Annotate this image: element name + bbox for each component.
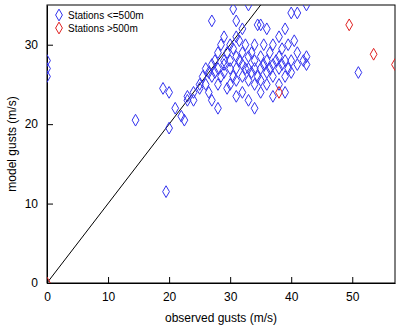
tick: 20 bbox=[25, 117, 53, 131]
point bbox=[221, 31, 228, 43]
point bbox=[132, 114, 139, 126]
tick-mark bbox=[169, 277, 170, 283]
point bbox=[242, 39, 249, 51]
chart: 010203040500102030Stations <=500mStation… bbox=[0, 0, 412, 332]
point bbox=[181, 114, 188, 126]
y-axis: 0 10 20 30 bbox=[25, 6, 53, 291]
point bbox=[245, 94, 252, 106]
tick-label: 0 bbox=[44, 290, 51, 304]
point bbox=[47, 277, 50, 283]
tick: 50 bbox=[346, 277, 360, 304]
point bbox=[269, 71, 276, 83]
point bbox=[172, 102, 179, 114]
point bbox=[392, 59, 395, 71]
point bbox=[346, 19, 353, 31]
tick-label: 10 bbox=[102, 290, 116, 304]
series bbox=[47, 19, 395, 283]
point bbox=[291, 35, 298, 47]
point bbox=[282, 23, 289, 35]
point bbox=[245, 5, 252, 11]
tick-mark bbox=[230, 277, 231, 283]
plot-frame bbox=[47, 5, 395, 283]
x-axis-title: observed gusts (m/s) bbox=[165, 311, 277, 325]
point bbox=[166, 122, 173, 134]
tick-mark bbox=[108, 277, 109, 283]
point bbox=[257, 86, 264, 98]
point bbox=[303, 59, 310, 71]
tick-label: 10 bbox=[25, 197, 39, 211]
point bbox=[260, 39, 267, 51]
tick: 20 bbox=[163, 277, 177, 304]
point bbox=[190, 94, 197, 106]
tick: 10 bbox=[25, 197, 53, 211]
point bbox=[233, 15, 240, 27]
tick-label: 20 bbox=[163, 290, 177, 304]
tick: 30 bbox=[224, 277, 238, 304]
point bbox=[276, 86, 283, 98]
point bbox=[370, 48, 377, 60]
legend-marker bbox=[56, 22, 63, 34]
tick-mark bbox=[47, 124, 53, 125]
legend-label: Stations <=500m bbox=[68, 10, 144, 21]
tick-mark bbox=[352, 277, 353, 283]
tick-mark bbox=[47, 45, 53, 46]
tick: 10 bbox=[102, 277, 116, 304]
point bbox=[166, 86, 173, 98]
point bbox=[303, 5, 310, 11]
legend-label: Stations >500m bbox=[68, 23, 138, 34]
point bbox=[263, 79, 270, 91]
reference-line bbox=[47, 5, 395, 283]
x-axis: 0 10 20 30 40 50 bbox=[44, 277, 395, 304]
tick-label: 0 bbox=[31, 276, 38, 290]
point bbox=[294, 7, 301, 19]
point bbox=[263, 23, 270, 35]
point bbox=[288, 67, 295, 79]
point bbox=[163, 186, 170, 198]
data-area bbox=[47, 5, 395, 283]
tick-label: 50 bbox=[346, 290, 360, 304]
point bbox=[251, 39, 258, 51]
point bbox=[269, 39, 276, 51]
point bbox=[276, 79, 283, 91]
tick-label: 20 bbox=[25, 117, 39, 131]
tick: 40 bbox=[285, 277, 299, 304]
point bbox=[47, 55, 50, 67]
legend-entry: Stations >500m bbox=[56, 22, 138, 34]
tick-mark bbox=[291, 277, 292, 283]
series bbox=[47, 5, 362, 198]
y-axis-title: model gusts (m/s) bbox=[5, 96, 19, 191]
point bbox=[239, 23, 246, 35]
tick-mark bbox=[47, 204, 53, 205]
tick: 30 bbox=[25, 38, 53, 52]
legend: Stations <=500m Stations >500m bbox=[56, 9, 144, 34]
point bbox=[230, 5, 237, 15]
point bbox=[294, 47, 301, 59]
point bbox=[208, 94, 215, 106]
tick-label: 40 bbox=[285, 290, 299, 304]
legend-entry: Stations <=500m bbox=[56, 9, 144, 21]
tick-label: 30 bbox=[224, 290, 238, 304]
point bbox=[208, 15, 215, 27]
point bbox=[276, 31, 283, 43]
point bbox=[239, 86, 246, 98]
point bbox=[47, 71, 50, 83]
point bbox=[251, 102, 258, 114]
plot: 010203040500102030Stations <=500mStation… bbox=[25, 0, 412, 304]
legend-marker bbox=[56, 9, 63, 21]
tick-label: 30 bbox=[25, 38, 39, 52]
point bbox=[215, 102, 222, 114]
point bbox=[303, 51, 310, 63]
point bbox=[355, 67, 362, 79]
